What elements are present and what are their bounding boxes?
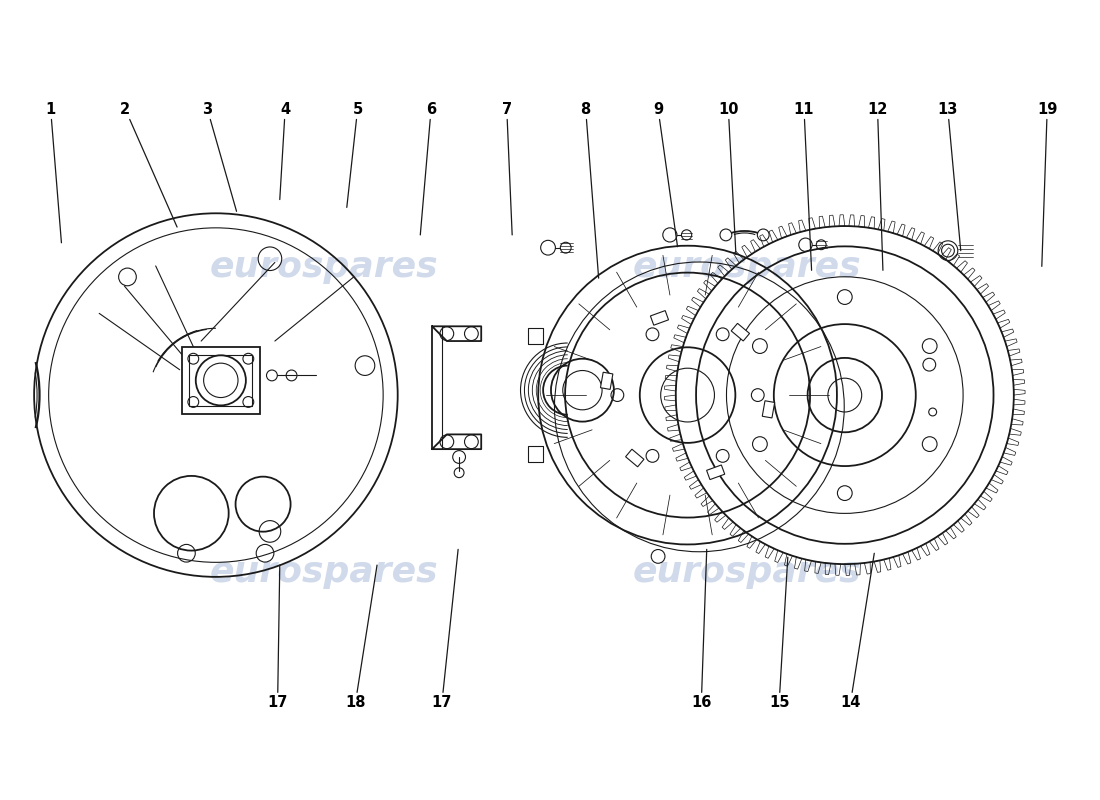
Text: 4: 4 <box>279 102 290 199</box>
Text: 17: 17 <box>431 550 458 710</box>
Text: 9: 9 <box>653 102 678 246</box>
Text: 11: 11 <box>794 102 814 270</box>
Text: 13: 13 <box>937 102 960 250</box>
Text: 19: 19 <box>1037 102 1057 266</box>
Text: 1: 1 <box>45 102 62 242</box>
Bar <box>732 323 749 341</box>
Bar <box>650 310 669 325</box>
Text: 15: 15 <box>769 558 790 710</box>
Text: 3: 3 <box>202 102 236 211</box>
Text: 6: 6 <box>420 102 437 235</box>
Text: 14: 14 <box>840 554 874 710</box>
Text: 7: 7 <box>502 102 513 235</box>
Bar <box>706 465 725 479</box>
Text: 10: 10 <box>718 102 738 254</box>
Text: eurospares: eurospares <box>632 250 861 284</box>
Text: eurospares: eurospares <box>210 250 438 284</box>
Text: 5: 5 <box>346 102 363 207</box>
Bar <box>626 449 644 467</box>
Text: 2: 2 <box>120 102 177 227</box>
Text: 16: 16 <box>691 550 712 710</box>
Text: eurospares: eurospares <box>210 555 438 589</box>
Bar <box>762 401 774 418</box>
Text: 17: 17 <box>267 565 288 710</box>
Text: 18: 18 <box>345 565 377 710</box>
FancyBboxPatch shape <box>189 354 252 406</box>
Text: eurospares: eurospares <box>632 555 861 589</box>
Text: 8: 8 <box>581 102 598 278</box>
Text: 12: 12 <box>867 102 888 270</box>
Bar <box>601 372 613 390</box>
FancyBboxPatch shape <box>182 347 260 414</box>
